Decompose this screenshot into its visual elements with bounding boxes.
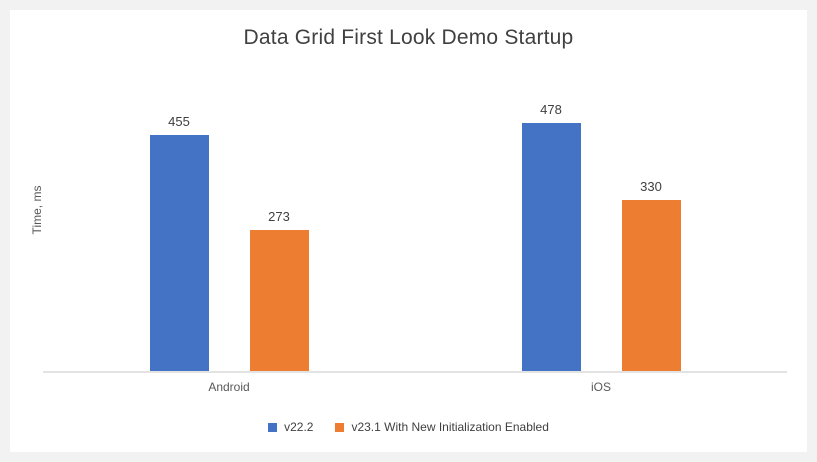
legend-label: v22.2	[284, 420, 314, 434]
category-label: Android	[208, 380, 250, 394]
y-axis-title: Time, ms	[30, 185, 44, 235]
legend-swatch-icon	[268, 422, 278, 432]
legend-item: v23.1 With New Initialization Enabled	[335, 420, 549, 434]
bar-value-label: 330	[640, 179, 662, 194]
bar-value-label: 455	[168, 114, 190, 129]
chart-title: Data Grid First Look Demo Startup	[243, 26, 574, 49]
bar-value-label: 478	[540, 102, 562, 117]
plot-area: 455 273 478 330	[43, 102, 787, 371]
category-axis: Android iOS	[43, 380, 787, 398]
legend-label: v23.1 With New Initialization Enabled	[351, 420, 549, 434]
bar	[249, 230, 309, 371]
x-axis-line	[43, 371, 787, 373]
legend: v22.2 v23.1 With New Initialization Enabl…	[10, 420, 807, 434]
legend-item: v22.2	[268, 420, 313, 434]
category-label: iOS	[590, 380, 612, 394]
legend-swatch-icon	[335, 422, 345, 432]
bar-value-label: 273	[268, 209, 290, 224]
chart-panel: Data Grid First Look Demo Startup Time, …	[10, 10, 807, 452]
bar	[621, 200, 681, 371]
bar	[521, 123, 581, 371]
bar	[149, 135, 209, 371]
